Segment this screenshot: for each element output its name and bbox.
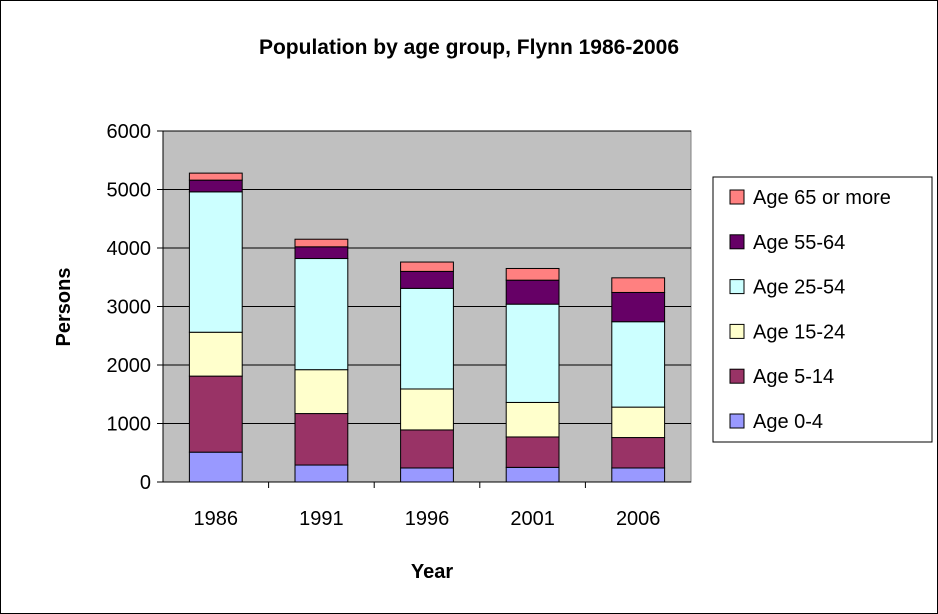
legend-swatch bbox=[729, 234, 745, 250]
bar-segment bbox=[505, 436, 560, 468]
bar-segment bbox=[611, 437, 666, 469]
bar-segment bbox=[400, 467, 454, 483]
chart-title: Population by age group, Flynn 1986-2006 bbox=[259, 36, 679, 59]
legend-label: Age 65 or more bbox=[753, 187, 891, 209]
legend-label: Age 25-54 bbox=[753, 277, 845, 299]
bar-segment bbox=[505, 279, 560, 305]
bar-segment bbox=[611, 406, 666, 439]
x-tick-label: 1986 bbox=[194, 508, 239, 530]
bar-segment bbox=[188, 172, 243, 181]
bar-segment bbox=[294, 246, 349, 260]
axes bbox=[162, 131, 691, 483]
bar-segment bbox=[611, 291, 666, 323]
legend-swatch bbox=[729, 189, 745, 205]
bar-segment bbox=[188, 451, 243, 483]
bar-segment bbox=[611, 277, 666, 293]
bar-segment bbox=[294, 258, 349, 371]
bar-segment bbox=[611, 321, 666, 408]
y-tick-label: 6000 bbox=[107, 121, 152, 143]
x-tick-label: 2006 bbox=[616, 508, 661, 530]
legend-box bbox=[712, 176, 933, 443]
legend: Age 65 or more Age 55-64 Age 25-54 Age 15-2… bbox=[712, 176, 933, 443]
bar-segment bbox=[294, 238, 349, 248]
bar-segment bbox=[505, 267, 560, 281]
bar-segment bbox=[188, 331, 243, 377]
bar-segment bbox=[294, 464, 349, 483]
y-tick-label: 4000 bbox=[107, 238, 152, 260]
legend-label: Age 5-14 bbox=[753, 366, 834, 388]
legend-label: Age 0-4 bbox=[753, 411, 823, 433]
y-tick-label: 5000 bbox=[107, 180, 152, 202]
legend-swatch bbox=[729, 368, 745, 384]
bar-segment bbox=[400, 270, 454, 289]
y-tick-label: 3000 bbox=[107, 297, 152, 319]
x-tick-label: 1991 bbox=[299, 508, 344, 530]
bar-segment bbox=[188, 179, 243, 193]
x-axis-title: Year bbox=[411, 561, 453, 583]
legend-label: Age 55-64 bbox=[753, 232, 845, 254]
bar-segment bbox=[400, 429, 454, 469]
x-tick-label: 1996 bbox=[405, 508, 450, 530]
bar-segment bbox=[505, 466, 560, 483]
y-tick-labels: 0 1000 2000 3000 4000 5000 6000 bbox=[107, 121, 152, 494]
legend-swatch bbox=[729, 279, 745, 295]
bar-segment bbox=[294, 413, 349, 466]
bar-segment bbox=[400, 261, 454, 272]
bar-segment bbox=[611, 467, 666, 483]
legend-label: Age 15-24 bbox=[753, 321, 845, 343]
bar-segment bbox=[400, 388, 454, 431]
y-tick-label: 1000 bbox=[107, 414, 152, 436]
legend-swatch bbox=[729, 413, 745, 429]
bars bbox=[188, 172, 666, 483]
legend-swatch bbox=[729, 323, 745, 339]
y-tick-label: 2000 bbox=[107, 355, 152, 377]
y-tick-label: 0 bbox=[140, 472, 151, 494]
bar-segment bbox=[294, 369, 349, 415]
bar-segment bbox=[505, 401, 560, 438]
bar-segment bbox=[188, 375, 243, 453]
x-tick-labels: 1986 1991 1996 2001 2006 bbox=[194, 482, 661, 530]
y-axis-title: Persons bbox=[53, 268, 75, 347]
bar-segment bbox=[505, 303, 560, 403]
bar-segment bbox=[188, 191, 243, 333]
bar-segment bbox=[400, 287, 454, 390]
x-tick-label: 2001 bbox=[510, 508, 555, 530]
